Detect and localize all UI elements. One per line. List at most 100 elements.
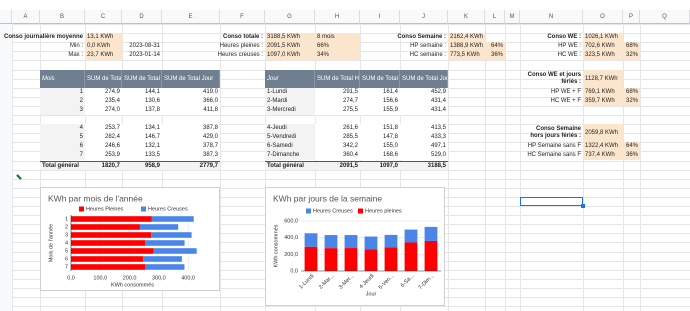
label: HP Semaine sans F: [527, 143, 581, 150]
pivot-cell: 5-Vendredi: [265, 133, 315, 143]
pivot-cell: 529,0: [400, 151, 448, 161]
pivot-cell: 253,7: [85, 124, 122, 134]
row-header-column: [0, 24, 12, 311]
y-tick-label: 400,0: [284, 235, 298, 241]
bar: [151, 232, 192, 238]
column-header: P: [623, 10, 640, 24]
value: 769,1 KWh: [583, 87, 623, 97]
value: 13,1 KWh: [85, 33, 122, 43]
percent: 68%: [623, 87, 640, 97]
label: HC WE + F: [550, 97, 581, 104]
x-tick-label: 300,0: [152, 275, 166, 281]
y-axis-title: KWh consommés: [273, 224, 279, 267]
column-header: N: [520, 10, 583, 24]
pivot-total: 2779,7: [162, 160, 220, 170]
pivot-cell: 419,0: [162, 87, 220, 97]
y-tick-label: 5: [65, 248, 68, 254]
column-header: C: [85, 10, 122, 24]
column-header: I: [360, 10, 400, 24]
bar: [151, 216, 194, 222]
column-header: J: [400, 10, 448, 24]
pivot-cell: 378,7: [162, 142, 220, 152]
pivot-cell: 413,5: [400, 124, 448, 134]
value: 23,7 KWh: [85, 51, 122, 61]
label: Conso totale :: [223, 34, 263, 41]
value: 359,7 KWh: [583, 96, 623, 106]
y-tick-label: 3: [65, 232, 68, 238]
label: HC Semaine sans F: [527, 152, 581, 159]
pivot-total: Total général: [40, 160, 85, 170]
percent: 32%: [623, 51, 640, 61]
date: 2023-08-31: [129, 43, 160, 50]
legend-label: Heures Pleines: [86, 206, 124, 212]
pivot-cell: 2-Mardi: [265, 96, 315, 106]
pivot-total: 958,9: [122, 160, 162, 170]
label: HC semaine :: [409, 52, 446, 59]
pivot-total: 2091,5: [315, 160, 360, 170]
percent: 68%: [623, 42, 640, 52]
label: Heures creuses :: [217, 52, 263, 59]
value: 2162,4 KWh: [448, 33, 485, 43]
value: 0,0 KWh: [85, 42, 122, 52]
date: 2023-01-14: [129, 52, 160, 59]
x-tick-label: 7-Dim...: [418, 273, 436, 291]
pivot-cell: 497,1: [400, 142, 448, 152]
pivot-cell: 282,4: [85, 133, 122, 143]
grid-line: [12, 24, 13, 311]
grid-line: [520, 24, 521, 311]
bar: [364, 249, 378, 271]
percent: 32%: [623, 96, 640, 106]
bar: [324, 248, 338, 271]
chart-title: KWh par mois de l'année: [48, 193, 143, 203]
percent: 34%: [315, 51, 360, 61]
legend-label: Heures Creuses: [148, 206, 188, 212]
pivot-cell: 168,6: [360, 151, 400, 161]
x-axis-title: Jour: [366, 291, 377, 297]
chart-title: KWh par jours de la semaine: [273, 193, 382, 203]
pivot-cell: 3: [40, 105, 85, 115]
pivot-cell: 411,8: [162, 105, 220, 115]
x-tick-label: 6-Sa...: [400, 273, 416, 289]
pivot-header: Jour: [265, 69, 315, 88]
pivot-cell: 261,6: [315, 124, 360, 134]
column-header: E: [162, 10, 220, 24]
x-axis-title: KWh consommés: [111, 282, 154, 288]
bar: [344, 235, 358, 249]
value: 2059,8 KWh: [583, 124, 623, 143]
bar: [424, 240, 438, 271]
pivot-cell: 155,0: [360, 142, 400, 152]
column-header: D: [122, 10, 162, 24]
grid-line: [448, 24, 449, 311]
pivot-cell: 147,8: [360, 133, 400, 143]
bar: [153, 248, 197, 254]
chart-svg: KWh par mois de l'année Heures Pleines Heu…: [48, 193, 197, 288]
value: 323,5 KWh: [583, 51, 623, 61]
grid-line: [0, 24, 690, 25]
bar: [404, 229, 418, 243]
pivot-total: 1820,7: [85, 160, 122, 170]
pivot-cell: 235,4: [85, 96, 122, 106]
column-header: G: [265, 10, 315, 24]
bar: [71, 264, 146, 270]
pivot-total: Total général: [265, 160, 315, 170]
bar: [304, 233, 318, 247]
pivot-cell: 431,4: [400, 96, 448, 106]
chart: KWh par mois de l'année Heures Pleines Heu…: [40, 187, 220, 291]
column-header: H: [315, 10, 360, 24]
percent: 36%: [485, 51, 505, 61]
x-tick-label: 5-Ven...: [378, 273, 396, 291]
column-header: F: [220, 10, 265, 24]
pivot-header: SUM de Total HC: [360, 69, 400, 88]
y-axis-title: Mois de l'année: [48, 224, 54, 262]
row-header-corner: [0, 10, 12, 24]
chart: KWh par jours de la semaine Heures Creuse…: [265, 187, 445, 306]
label: HC WE :: [557, 52, 581, 59]
pivot-cell: 274,0: [85, 105, 122, 115]
pivot-cell: 134,1: [122, 124, 162, 134]
y-tick-label: 1: [65, 216, 68, 222]
legend-label: Heures Creuses: [313, 208, 353, 214]
value: 1097,0 KWh: [265, 51, 315, 61]
x-tick-label: 200,0: [123, 275, 137, 281]
pivot-cell: 132,1: [122, 142, 162, 152]
